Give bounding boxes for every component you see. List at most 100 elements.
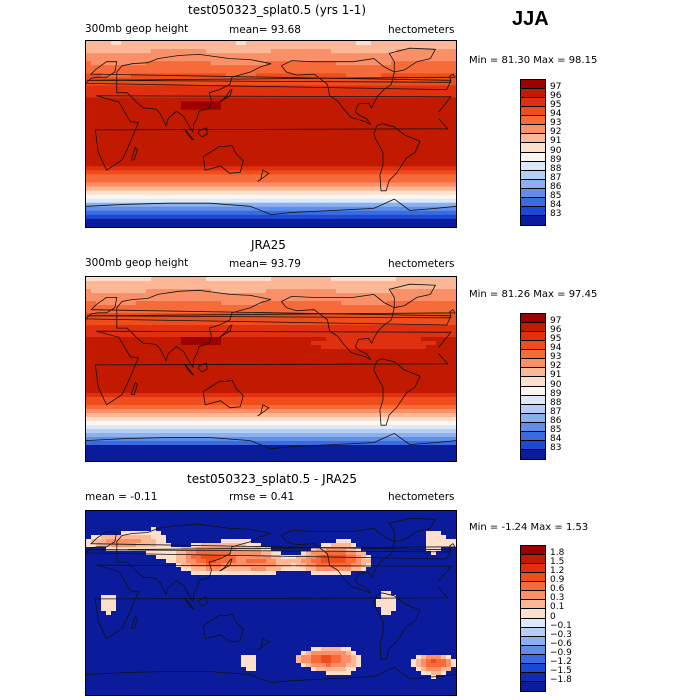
field-cell — [96, 337, 102, 342]
field-cell — [441, 129, 447, 135]
panel1-variable: 300mb geop height — [85, 23, 189, 35]
field-cell — [86, 349, 92, 354]
field-cell — [221, 293, 227, 298]
field-cell — [266, 210, 272, 216]
field-cell — [131, 202, 137, 208]
field-cell — [201, 214, 207, 220]
field-cell — [106, 129, 112, 135]
field-cell — [336, 341, 342, 346]
field-cell — [191, 166, 197, 171]
field-cell — [386, 117, 392, 123]
field-cell — [301, 150, 307, 155]
field-cell — [436, 277, 442, 282]
field-cell — [381, 281, 387, 286]
field-cell — [411, 125, 417, 131]
field-cell — [286, 329, 292, 334]
field-cell — [266, 158, 272, 163]
field-cell — [201, 333, 207, 338]
field-cell — [411, 341, 417, 346]
field-cell — [216, 53, 222, 58]
field-cell — [431, 162, 437, 167]
field-cell — [321, 357, 327, 362]
field-cell — [436, 69, 442, 74]
field-cell — [311, 202, 317, 208]
field-cell — [361, 81, 367, 87]
field-cell — [391, 134, 397, 139]
field-cell — [261, 142, 267, 147]
field-cell — [406, 325, 412, 330]
field-cell — [121, 65, 127, 70]
field-cell — [191, 289, 197, 294]
field-cell — [106, 109, 112, 115]
field-cell — [346, 138, 352, 143]
field-cell — [86, 158, 92, 163]
field-cell — [146, 158, 152, 163]
field-cell — [346, 162, 352, 167]
field-cell — [226, 210, 232, 216]
field-cell — [386, 202, 392, 208]
field-cell — [191, 158, 197, 163]
field-cell — [206, 337, 212, 342]
field-cell — [106, 150, 112, 155]
field-cell — [371, 138, 377, 143]
field-cell — [226, 154, 232, 159]
field-cell — [351, 81, 357, 87]
field-cell — [391, 93, 397, 99]
field-cell — [171, 101, 177, 107]
field-cell — [391, 117, 397, 123]
field-cell — [436, 218, 442, 224]
field-cell — [101, 182, 107, 188]
field-cell — [231, 113, 237, 119]
field-cell — [266, 198, 272, 204]
field-cell — [376, 341, 382, 346]
field-cell — [106, 341, 112, 346]
field-cell — [331, 186, 337, 192]
field-cell — [106, 321, 112, 326]
field-cell — [451, 222, 456, 227]
field-cell — [406, 93, 412, 99]
field-cell — [396, 277, 402, 282]
field-cell — [401, 53, 407, 58]
field-cell — [361, 53, 367, 58]
field-cell — [231, 198, 237, 204]
field-cell — [371, 313, 377, 318]
field-cell — [321, 301, 327, 306]
field-cell — [346, 113, 352, 119]
field-cell — [306, 154, 312, 159]
field-cell — [96, 158, 102, 163]
field-cell — [286, 349, 292, 354]
field-cell — [296, 109, 302, 115]
field-cell — [316, 57, 322, 62]
field-cell — [166, 285, 172, 290]
field-cell — [416, 281, 422, 286]
field-cell — [156, 353, 162, 358]
field-cell — [111, 85, 117, 91]
field-cell — [411, 325, 417, 330]
panel1-map — [85, 40, 457, 228]
field-cell — [216, 345, 222, 350]
field-cell — [161, 89, 167, 95]
field-cell — [366, 297, 372, 302]
field-cell — [436, 309, 442, 314]
field-cell — [241, 317, 247, 322]
field-cell — [171, 281, 177, 286]
field-cell — [226, 190, 232, 196]
field-cell — [271, 154, 277, 159]
field-cell — [256, 194, 262, 200]
field-cell — [236, 222, 242, 227]
field-cell — [396, 353, 402, 358]
field-cell — [126, 129, 132, 135]
field-cell — [421, 198, 427, 204]
field-cell — [121, 41, 127, 46]
field-cell — [246, 345, 252, 350]
field-cell — [266, 341, 272, 346]
field-cell — [231, 297, 237, 302]
field-cell — [276, 105, 282, 111]
field-cell — [186, 61, 192, 66]
field-cell — [401, 353, 407, 358]
field-cell — [296, 190, 302, 196]
field-cell — [301, 73, 307, 78]
field-cell — [341, 97, 347, 103]
field-cell — [361, 313, 367, 318]
colorbar-swatch — [521, 152, 545, 162]
